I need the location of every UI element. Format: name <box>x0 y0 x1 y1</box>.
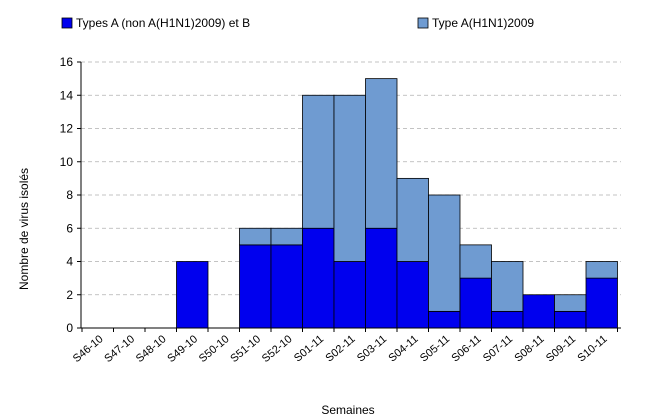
x-tick-label: S51-10 <box>228 333 263 365</box>
y-tick-label: 8 <box>66 188 73 202</box>
x-tick-label: S08-11 <box>512 333 546 364</box>
bar-series-1-s04-11 <box>396 261 429 329</box>
bar-series-1-s09-11 <box>554 310 587 329</box>
bar-series-2-s09-11 <box>554 294 587 312</box>
y-tick-label: 6 <box>66 221 73 235</box>
y-tick-label: 2 <box>66 288 73 302</box>
x-tick-label: S48-10 <box>134 333 169 365</box>
x-tick-label: S05-11 <box>418 333 452 364</box>
bar-series-1-s01-11 <box>302 227 335 329</box>
legend: Types A (non A(H1N1)2009) et B Type A(H1… <box>61 16 534 30</box>
x-axis-label: Semaines <box>321 403 374 417</box>
x-tick-label: S50-10 <box>197 333 232 365</box>
bar-series-2-s10-11 <box>585 261 618 279</box>
y-tick-label: 4 <box>66 255 73 269</box>
x-tick-labels: S46-10S47-10S48-10S49-10S50-10S51-10S52-… <box>71 333 610 365</box>
x-tick-label: S02-11 <box>323 333 357 364</box>
bar-series-1-s49-10 <box>176 261 209 329</box>
x-tick-label: S52-10 <box>260 333 295 365</box>
x-tick-label: S46-10 <box>71 333 106 365</box>
legend-swatch-series-1 <box>61 17 73 29</box>
bar-series-2-s07-11 <box>491 261 524 312</box>
bar-series-2-s06-11 <box>459 244 492 279</box>
bar-series-1-s02-11 <box>333 261 366 329</box>
y-axis-label: Nombre de virus isolés <box>17 168 31 290</box>
axes <box>77 61 621 332</box>
bar-series-1-s10-11 <box>585 277 618 329</box>
bar-series-2-s02-11 <box>333 94 366 262</box>
legend-label-series-2: Type A(H1N1)2009 <box>432 16 534 30</box>
x-tick-label: S49-10 <box>165 333 200 365</box>
bar-series-2-s52-10 <box>270 227 303 246</box>
x-tick-label: S09-11 <box>544 333 578 364</box>
x-tick-label: S01-11 <box>292 333 326 364</box>
x-tick-label: S03-11 <box>355 333 389 364</box>
bar-series-2-s03-11 <box>365 78 398 229</box>
legend-swatch-series-2 <box>417 17 429 29</box>
bar-series-2-s01-11 <box>302 94 335 229</box>
bar-series-1-s52-10 <box>270 244 303 329</box>
bar-series-1-s03-11 <box>365 227 398 329</box>
y-tick-label: 0 <box>66 321 73 335</box>
bar-series-1-s06-11 <box>459 277 492 329</box>
x-tick-label: S06-11 <box>449 333 483 364</box>
x-tick-label: S47-10 <box>102 333 137 365</box>
bar-series-1-s08-11 <box>522 294 555 329</box>
y-tick-label: 12 <box>60 122 74 136</box>
y-tick-label: 10 <box>60 155 74 169</box>
y-tick-label: 14 <box>60 88 74 102</box>
bar-series-2-s04-11 <box>396 177 429 262</box>
x-tick-label: S10-11 <box>575 333 609 364</box>
bar-series-1-s07-11 <box>491 310 524 329</box>
y-tick-labels: 0 2 4 6 8 10 12 14 16 <box>60 55 74 335</box>
bars <box>176 78 618 329</box>
bar-series-1-s05-11 <box>428 310 461 329</box>
bar-series-2-s51-10 <box>239 227 272 246</box>
x-tick-label: S07-11 <box>481 333 515 364</box>
legend-label-series-1: Types A (non A(H1N1)2009) et B <box>76 16 250 30</box>
x-tick-label: S04-11 <box>386 333 420 364</box>
bar-series-2-s05-11 <box>428 194 461 312</box>
y-tick-label: 16 <box>60 55 74 69</box>
bar-series-1-s51-10 <box>239 244 272 329</box>
